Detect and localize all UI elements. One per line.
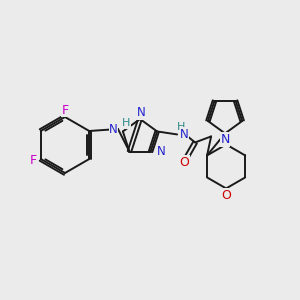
Text: F: F xyxy=(30,154,37,166)
Text: H: H xyxy=(122,118,130,128)
Text: N: N xyxy=(157,145,165,158)
Text: N: N xyxy=(136,106,146,119)
Text: N: N xyxy=(180,128,189,141)
Text: F: F xyxy=(61,103,69,116)
Text: O: O xyxy=(221,189,231,202)
Text: N: N xyxy=(220,133,230,146)
Text: O: O xyxy=(179,156,189,169)
Text: N: N xyxy=(109,123,118,136)
Text: H: H xyxy=(177,122,185,132)
